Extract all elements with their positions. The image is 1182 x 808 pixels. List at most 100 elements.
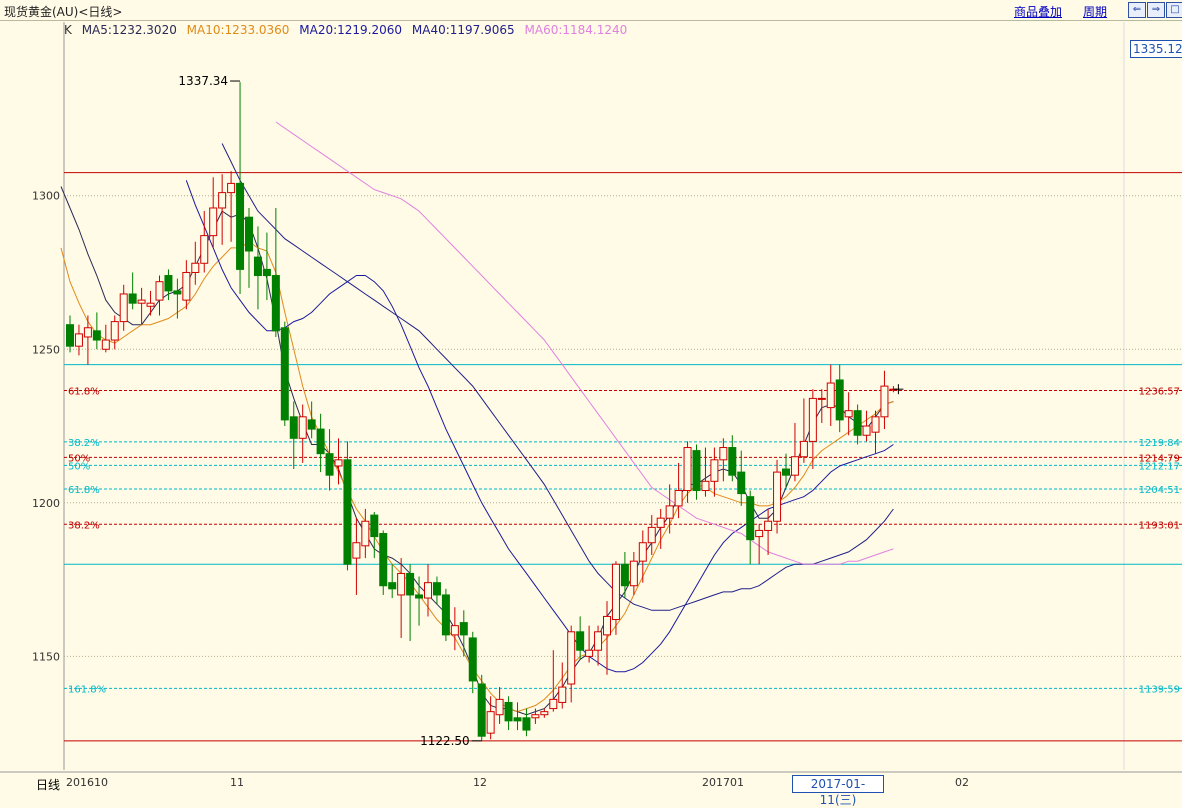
nav-left-icon[interactable]: ⇐ [1128,2,1146,18]
candle-body [477,683,486,737]
fib-price-label: 1212.17 [1139,461,1180,472]
candle-body [558,686,567,703]
candle-body [432,582,441,596]
candle-body [352,542,361,559]
candle-body [844,410,853,418]
candle-body [253,256,262,277]
nav-buttons: ⇐ ⇒ □ [1128,2,1182,18]
fib-price-label: 1139.59 [1139,684,1180,695]
candle-body [450,625,459,636]
ma-line-ma5 [60,186,894,716]
fib-percent-label: 38.2% [68,438,100,449]
candle-body [334,459,343,467]
candle-body [835,379,844,421]
x-tick-label: 12 [473,776,487,789]
candle-body [773,471,782,522]
overlay-commodity-link[interactable]: 商品叠加 [1014,5,1063,19]
period-label: 日线 [36,778,61,792]
period-link[interactable]: 周期 [1083,5,1108,19]
fib-percent-label: 161.8% [68,684,106,695]
y-tick-label: 1150 [32,650,60,663]
current-price-box: 1335.12 [1130,40,1182,58]
candle-body [468,637,477,682]
candle-body [611,563,620,621]
legend-ma5: MA5:1232.3020 [81,23,177,37]
y-tick-label: 1250 [32,343,60,356]
candle-body [191,262,200,273]
candle-body [164,275,173,292]
candle-body [522,717,531,731]
candle-body [200,235,209,264]
low-price-annotation: 1122.50 [420,734,470,748]
candle-body [66,324,74,347]
x-tick-label: 11 [230,776,244,789]
candle-body [701,480,710,492]
candle-body [110,321,119,341]
ma-line-ma10 [60,241,894,713]
y-tick-label: 1200 [32,497,60,510]
fib-price-label: 1204.51 [1139,485,1180,496]
candle-body [289,416,298,439]
candle-body [540,711,549,716]
candle-body [719,447,728,461]
fib-percent-label: 50% [68,453,90,464]
candle-body [101,339,110,350]
candle-body [298,416,307,439]
candle-body [737,471,746,495]
candle-body [459,622,468,636]
maximize-icon[interactable]: □ [1166,2,1182,18]
candle-body [629,560,638,587]
candle-body [486,711,495,734]
candle-body [692,450,701,492]
candle-body [245,216,253,252]
candle-body [817,397,826,400]
candle-body [594,631,603,651]
candle-body [182,271,191,301]
fib-percent-label: 50% [68,461,90,472]
candle-body [397,572,406,596]
candle-body [441,594,450,636]
fib-price-label: 1214.79 [1139,453,1180,464]
candle-body [388,582,397,590]
fib-price-label: 1219.84 [1139,438,1180,449]
nav-right-icon[interactable]: ⇒ [1147,2,1165,18]
legend-ma10: MA10:1233.0360 [186,23,290,37]
candle-body [128,293,137,304]
legend-ma40: MA40:1197.9065 [411,23,515,37]
candle-body [495,698,504,716]
x-tick-label: 201701 [702,776,744,789]
candle-body [808,397,817,442]
candle-body [513,717,522,722]
legend-k: K [64,23,72,37]
candle-body [92,330,101,341]
candle-body [209,207,218,237]
ma-line-ma60 [275,121,894,565]
legend-ma60: MA60:1184.1240 [524,23,628,37]
candle-body [325,453,334,476]
legend-ma20: MA20:1219.2060 [299,23,403,37]
candle-body [746,496,755,541]
candle-body [262,268,271,277]
candle-body [227,182,236,194]
high-price-annotation: 1337.34 [178,74,228,88]
fib-percent-label: 61.8% [68,485,100,496]
candle-body [880,385,889,418]
candle-body [74,333,83,347]
candle-body [567,631,576,685]
candle-body [424,582,432,599]
candle-body [155,281,164,301]
candle-body [853,410,862,436]
y-tick-label: 1300 [32,190,60,203]
fib-percent-label: 61.8% [68,387,100,398]
candle-body [146,302,155,307]
candle-body [620,563,629,587]
candle-body [137,299,146,304]
selected-date-box: 2017-01-11(三) [792,775,884,807]
candle-body [549,698,558,710]
candle-body [343,459,352,565]
candle-body [790,456,799,476]
candle-body [316,428,325,455]
candle-body [799,440,808,458]
title-bar: 现货黄金(AU)<日线> 商品叠加 周期 ⇐ ⇒ □ [0,0,1182,21]
